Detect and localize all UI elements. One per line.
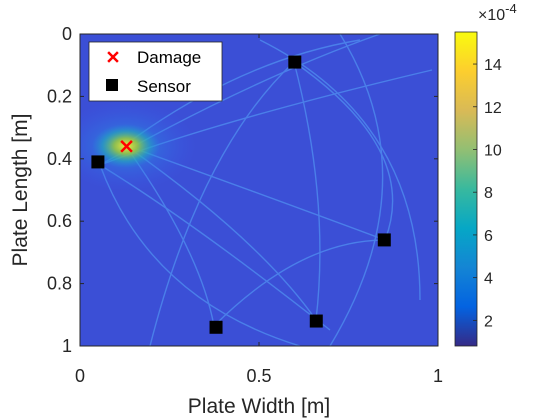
legend: Damage Sensor (88, 41, 223, 102)
colorbar-exponent-base: ×10 (478, 7, 505, 24)
damage-x-marker (120, 140, 133, 153)
y-tick-label: 0.4 (47, 149, 72, 169)
colorbar-exponent-power: -4 (505, 1, 517, 16)
colorbar-tick-label: 6 (484, 228, 493, 245)
colorbar: 2 4 6 8 10 12 14 ×10-4 (454, 1, 517, 347)
legend-sensor-symbol (106, 79, 118, 91)
colorbar-tick-label: 2 (484, 313, 493, 330)
damage-marker (120, 140, 133, 153)
colorbar-tick-label: 14 (484, 57, 502, 74)
legend-label-damage: Damage (137, 48, 201, 67)
y-tick-label: 0.2 (47, 86, 72, 106)
wave-path (99, 164, 301, 346)
y-tick-label: 0.8 (47, 274, 72, 294)
sensor-marker (288, 55, 302, 69)
colorbar-tick-label: 10 (484, 142, 502, 159)
x-axis: 0 0.5 1 (75, 34, 443, 386)
sensor-marker (309, 314, 323, 328)
wave-path (293, 61, 394, 241)
y-axis-label: Plate Length [m] (9, 114, 32, 267)
legend-label-sensor: Sensor (137, 77, 191, 96)
wave-path (329, 34, 384, 346)
x-tick-label: 1 (433, 366, 443, 386)
x-axis-label: Plate Width [m] (188, 395, 330, 418)
colorbar-tick-label: 8 (484, 185, 493, 202)
colorbar-tick-label: 4 (484, 271, 493, 288)
sensor-marker (91, 155, 105, 169)
colorbar-gradient (454, 31, 478, 347)
x-tick-label: 0.5 (246, 366, 271, 386)
sensor-marker (209, 320, 223, 334)
colorbar-ticks: 2 4 6 8 10 12 14 (473, 57, 502, 330)
y-tick-label: 0.6 (47, 211, 72, 231)
wave-path (213, 239, 386, 327)
colorbar-tick-label: 12 (484, 100, 502, 117)
y-tick-label: 0 (62, 24, 72, 44)
legend-damage-symbol (107, 51, 119, 63)
wave-path (293, 61, 321, 321)
legend-box (88, 41, 223, 102)
sensor-markers (91, 55, 391, 334)
y-axis: 0 0.2 0.4 0.6 0.8 1 (47, 24, 438, 356)
sensor-marker (377, 233, 391, 247)
heatmap (80, 34, 438, 346)
colorbar-exponent: ×10-4 (478, 1, 517, 24)
x-tick-label: 0 (75, 366, 85, 386)
wave-path (149, 61, 295, 346)
y-tick-label: 1 (62, 336, 72, 356)
